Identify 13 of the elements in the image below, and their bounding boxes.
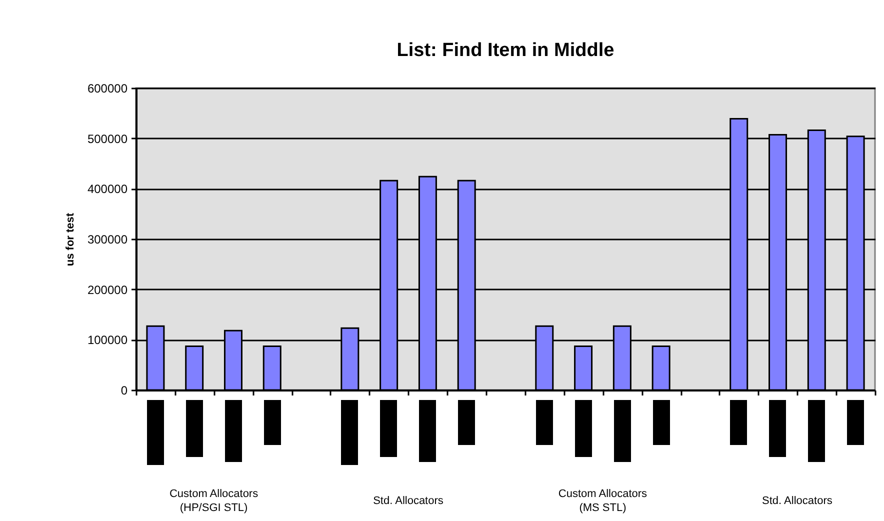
chart-title: List: Find Item in Middle: [396, 40, 614, 61]
text: Custom Allocators (MS STL): [558, 487, 648, 515]
y-tick-label: 400000: [87, 182, 128, 196]
y-tick-label: 0: [120, 384, 128, 398]
y-tick-label: 300000: [87, 232, 128, 246]
text: Std. Allocators: [762, 494, 832, 508]
text: Custom Allocators (HP/SGI STL): [169, 487, 258, 515]
y-tick-label: 600000: [87, 82, 128, 96]
y-axis-title: us for test: [64, 212, 76, 266]
text: Std. Allocators: [373, 494, 444, 508]
y-tick-label: 200000: [87, 282, 128, 297]
y-tick-label: 100000: [87, 333, 128, 348]
y-tick-label: 500000: [87, 132, 128, 146]
